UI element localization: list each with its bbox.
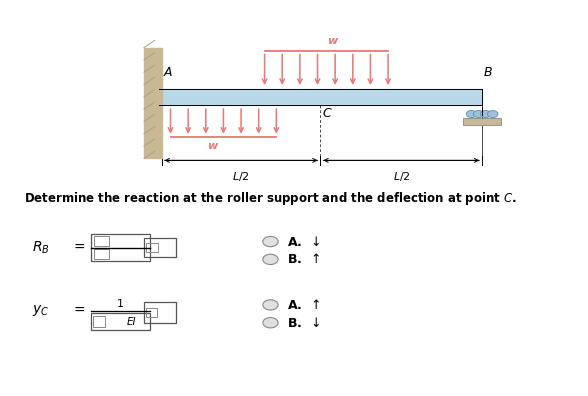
- Text: $L/2$: $L/2$: [232, 170, 250, 183]
- Circle shape: [487, 110, 498, 118]
- Bar: [91, 234, 150, 261]
- Text: 1: 1: [117, 299, 124, 309]
- Bar: [93, 316, 105, 327]
- Bar: [144, 238, 176, 257]
- Bar: [463, 118, 501, 125]
- Text: $y_C$: $y_C$: [32, 303, 49, 318]
- Text: w: w: [327, 36, 338, 46]
- Bar: [146, 308, 157, 317]
- Bar: [146, 242, 158, 253]
- Text: $L/2$: $L/2$: [393, 170, 410, 183]
- Bar: [144, 302, 176, 323]
- Text: =: =: [74, 304, 85, 318]
- Circle shape: [466, 110, 477, 118]
- Circle shape: [263, 236, 278, 247]
- Text: $R_B$: $R_B$: [32, 239, 50, 256]
- Bar: [94, 249, 109, 259]
- Text: w: w: [206, 141, 217, 150]
- Text: =: =: [74, 240, 85, 255]
- Text: $\mathbf{A.}$ $\uparrow$: $\mathbf{A.}$ $\uparrow$: [287, 298, 320, 312]
- Text: $\mathbf{B.}$ $\uparrow$: $\mathbf{B.}$ $\uparrow$: [287, 252, 320, 267]
- Bar: [94, 236, 109, 246]
- Bar: [144, 48, 162, 158]
- Circle shape: [263, 318, 278, 328]
- Text: Determine the reaction at the roller support and the deflection at point $C$.: Determine the reaction at the roller sup…: [24, 190, 517, 207]
- Text: C: C: [323, 107, 332, 120]
- Circle shape: [473, 110, 484, 118]
- Circle shape: [480, 110, 491, 118]
- Bar: [159, 89, 482, 105]
- Circle shape: [263, 300, 278, 310]
- Circle shape: [263, 254, 278, 265]
- Bar: [91, 313, 150, 330]
- Text: $\mathbf{A.}$ $\downarrow$: $\mathbf{A.}$ $\downarrow$: [287, 234, 320, 249]
- Text: $\mathbf{B.}$ $\downarrow$: $\mathbf{B.}$ $\downarrow$: [287, 316, 320, 330]
- Text: A: A: [163, 66, 172, 79]
- Text: EI: EI: [126, 317, 136, 327]
- Text: B: B: [483, 66, 492, 79]
